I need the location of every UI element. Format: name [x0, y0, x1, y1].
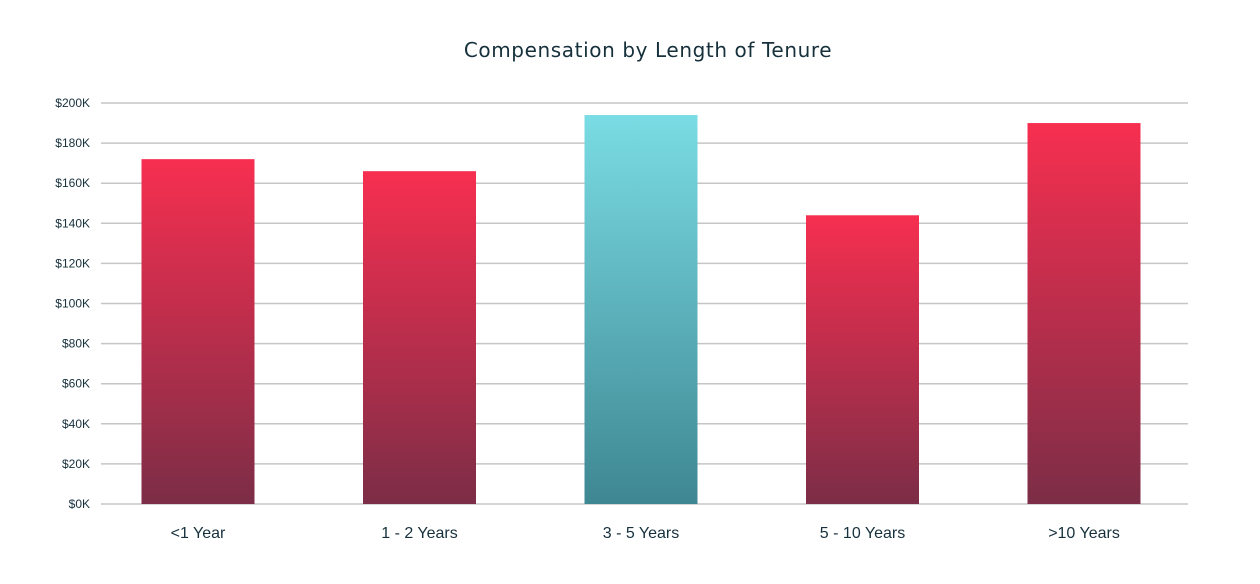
bar: [1027, 123, 1141, 505]
x-tick-label: 5 - 10 Years: [820, 525, 905, 542]
x-tick-label: >10 Years: [1048, 525, 1120, 542]
y-tick-label: $140K: [55, 216, 90, 230]
y-tick-label: $100K: [55, 297, 90, 311]
x-tick-label: <1 Year: [171, 525, 226, 542]
x-tick-label: 3 - 5 Years: [603, 525, 680, 542]
chart-title: Compensation by Length of Tenure: [464, 38, 832, 62]
y-tick-label: $20K: [62, 457, 90, 471]
y-tick-label: $180K: [55, 136, 90, 150]
y-tick-label: $40K: [62, 417, 90, 431]
bar: [584, 115, 698, 504]
x-tick-label: 1 - 2 Years: [381, 525, 458, 542]
y-tick-label: $160K: [55, 176, 90, 190]
bar: [141, 159, 255, 504]
y-tick-label: $80K: [62, 337, 90, 351]
x-axis-tick-labels: <1 Year 1 - 2 Years 3 - 5 Years 5 - 10 Year…: [171, 525, 1120, 542]
y-tick-label: $60K: [62, 377, 90, 391]
bar: [363, 171, 476, 505]
bar: [806, 215, 919, 504]
y-axis-tick-labels: $0K $20K $40K $60K $80K $100K $120K $140K $160K $…: [55, 96, 90, 511]
y-tick-label: $120K: [55, 256, 90, 270]
y-tick-label: $200K: [55, 96, 90, 110]
bars: [141, 115, 1141, 505]
y-tick-label: $0K: [69, 497, 90, 511]
